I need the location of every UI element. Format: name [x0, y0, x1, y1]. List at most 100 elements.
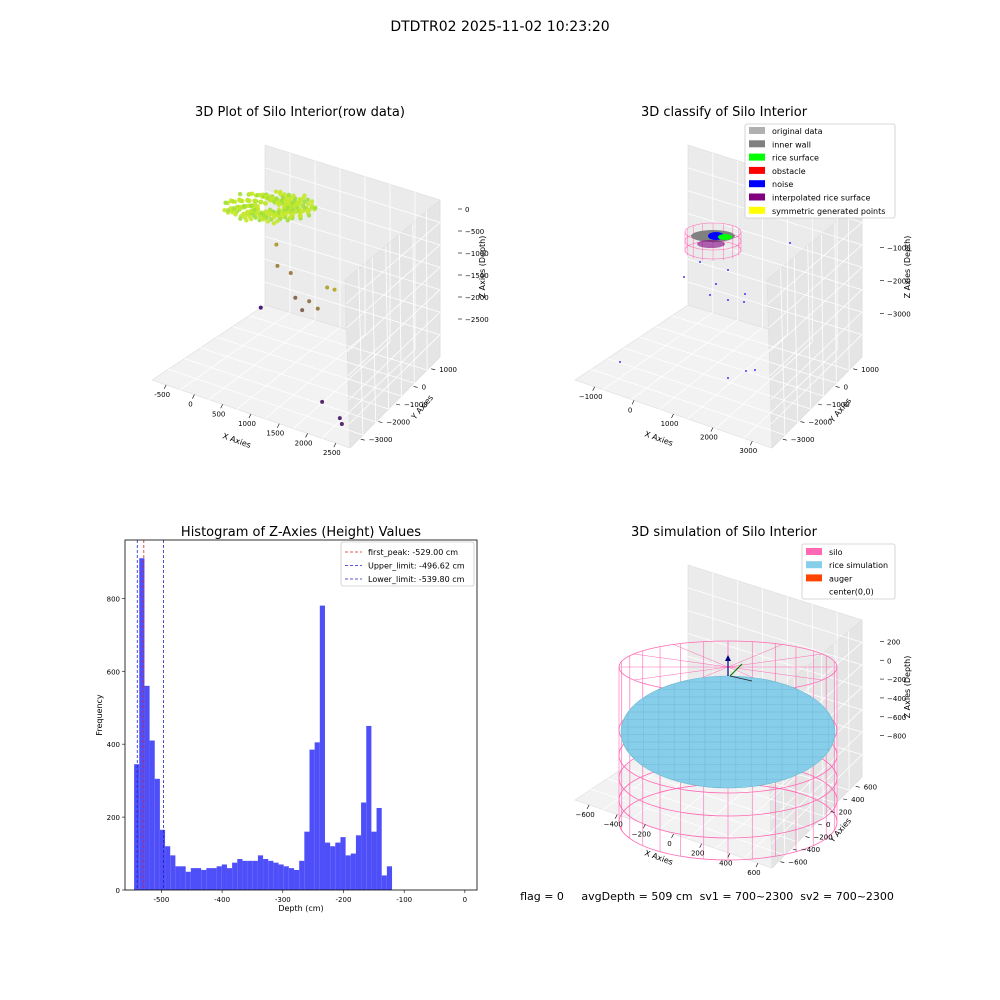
- z-tick-label: 0: [887, 657, 891, 665]
- cluster-point: [238, 205, 243, 211]
- y-tick-mark: [817, 823, 823, 826]
- panel-histogram: Histogram of Z-Axies (Height) Values -50…: [95, 525, 478, 913]
- z-tick-label: −1500: [465, 272, 489, 280]
- legend-label: silo: [829, 548, 843, 557]
- histogram-bar: [226, 868, 233, 890]
- grid-line: [385, 245, 389, 410]
- legend-swatch: [806, 574, 822, 582]
- simulation-3d-x-ticks: −600 −400 −200 0 200 400 600: [575, 804, 761, 877]
- x-tick-label: 0: [463, 896, 467, 904]
- noise-point: [619, 361, 621, 363]
- silo-roof-spoke: [633, 653, 729, 668]
- panel-classify-3d: 3D classify of Silo Interior −1000 0 1000 2…: [574, 105, 912, 455]
- silo-roof-spoke: [727, 666, 823, 681]
- histogram-bar: [314, 742, 320, 890]
- y-tick-label: 600: [864, 783, 877, 791]
- histogram-plot-frame: [124, 539, 478, 891]
- histogram-y-label: Frequency: [95, 694, 104, 736]
- y-tick-label: 400: [107, 741, 120, 749]
- histogram-bar: [263, 859, 269, 890]
- y-tick-label: −2000: [386, 419, 410, 427]
- x-tick-label: 0: [667, 840, 671, 848]
- histogram-bar: [134, 764, 140, 890]
- histogram-bar: [190, 868, 197, 890]
- grid-line: [687, 213, 863, 268]
- histogram-bar: [180, 866, 186, 890]
- raw-3d-x-label: X Axies: [221, 431, 252, 450]
- histogram-bar: [201, 869, 207, 890]
- grid-line: [347, 289, 441, 377]
- cluster-point: [251, 212, 256, 218]
- x-tick-label: 600: [747, 869, 760, 877]
- center-axis-y: [729, 663, 743, 677]
- cluster-point: [250, 191, 255, 196]
- rice-simulation-surface: [620, 675, 836, 789]
- simulation-3d-y-label: Y Axies: [827, 816, 853, 845]
- grid-line: [248, 315, 428, 371]
- grid-line: [671, 315, 850, 371]
- histogram-title: Histogram of Z-Axies (Height) Values: [181, 525, 421, 540]
- noise-point: [727, 377, 729, 379]
- y-tick-mark: [378, 421, 383, 423]
- status-line: flag = 0 avgDepth = 509 cm sv1 = 700~230…: [520, 890, 894, 903]
- z-tick-label: −600: [887, 714, 906, 722]
- grid-line: [607, 778, 798, 843]
- classify-3d-x-label: X Axies: [643, 429, 674, 448]
- y-tick-mark: [360, 438, 365, 441]
- grid-line: [768, 266, 863, 353]
- cluster-point: [248, 203, 254, 209]
- grid-line: [770, 311, 863, 401]
- grid-line: [264, 281, 441, 335]
- grid-line: [346, 244, 441, 329]
- legend-swatch: [749, 206, 765, 214]
- raw-3d-z-ticks: 0 −500 −1000 −1500 −2000 −2500: [458, 206, 489, 324]
- z-tick-label: −500: [465, 228, 484, 236]
- x-tick-mark: [671, 833, 674, 839]
- data-point: [337, 416, 342, 421]
- y-tick-label: 0: [826, 821, 830, 829]
- histogram-bar: [324, 842, 331, 890]
- y-tick-mark: [855, 785, 860, 788]
- cluster-point: [273, 189, 279, 194]
- classify-3d-points: [619, 222, 791, 379]
- legend-swatch: [749, 166, 765, 174]
- grid-line: [184, 358, 376, 423]
- cluster-point: [263, 201, 269, 206]
- x-tick-label: -400: [214, 896, 230, 904]
- z-tick-label: −2000: [887, 278, 911, 286]
- cluster-point: [268, 217, 274, 222]
- classify-3d-z-label: Z Axies (Depth): [903, 236, 912, 299]
- histogram-bar: [252, 860, 258, 890]
- data-point: [315, 306, 320, 311]
- y-tick-label: 400: [851, 796, 864, 804]
- histogram-bar: [304, 831, 310, 890]
- cluster-point: [255, 211, 260, 216]
- grid-line: [180, 312, 291, 391]
- grid-line: [321, 349, 416, 439]
- cluster-point: [291, 193, 296, 198]
- histogram-x-label: Depth (cm): [278, 904, 323, 913]
- grid-line: [200, 347, 389, 410]
- y-tick-label: 0: [844, 383, 848, 391]
- cluster-point: [305, 197, 310, 202]
- x-tick-label: −1000: [579, 393, 603, 401]
- y-tick-label: 600: [107, 668, 120, 676]
- cluster-point: [290, 200, 295, 206]
- center-axis-z-arrow: [725, 655, 731, 661]
- legend-swatch: [749, 180, 765, 188]
- grid-line: [820, 234, 824, 397]
- grid-line: [232, 326, 415, 384]
- grid-line: [264, 334, 366, 420]
- x-tick-mark: [614, 814, 618, 819]
- x-tick-label: −600: [575, 811, 594, 819]
- y-tick-mark: [830, 811, 835, 813]
- z-tick-label: −1000: [465, 250, 489, 258]
- y-tick-label: 1000: [861, 366, 879, 374]
- cluster-point: [294, 202, 299, 207]
- panel-simulation-3d: 3D simulation of Silo Interior −600−400−…: [574, 525, 912, 877]
- y-tick-label: −400: [801, 846, 820, 854]
- x-tick-mark: [699, 843, 702, 848]
- y-tick-label: 0: [422, 383, 426, 391]
- grid-line: [607, 358, 798, 423]
- cluster-point: [282, 192, 287, 197]
